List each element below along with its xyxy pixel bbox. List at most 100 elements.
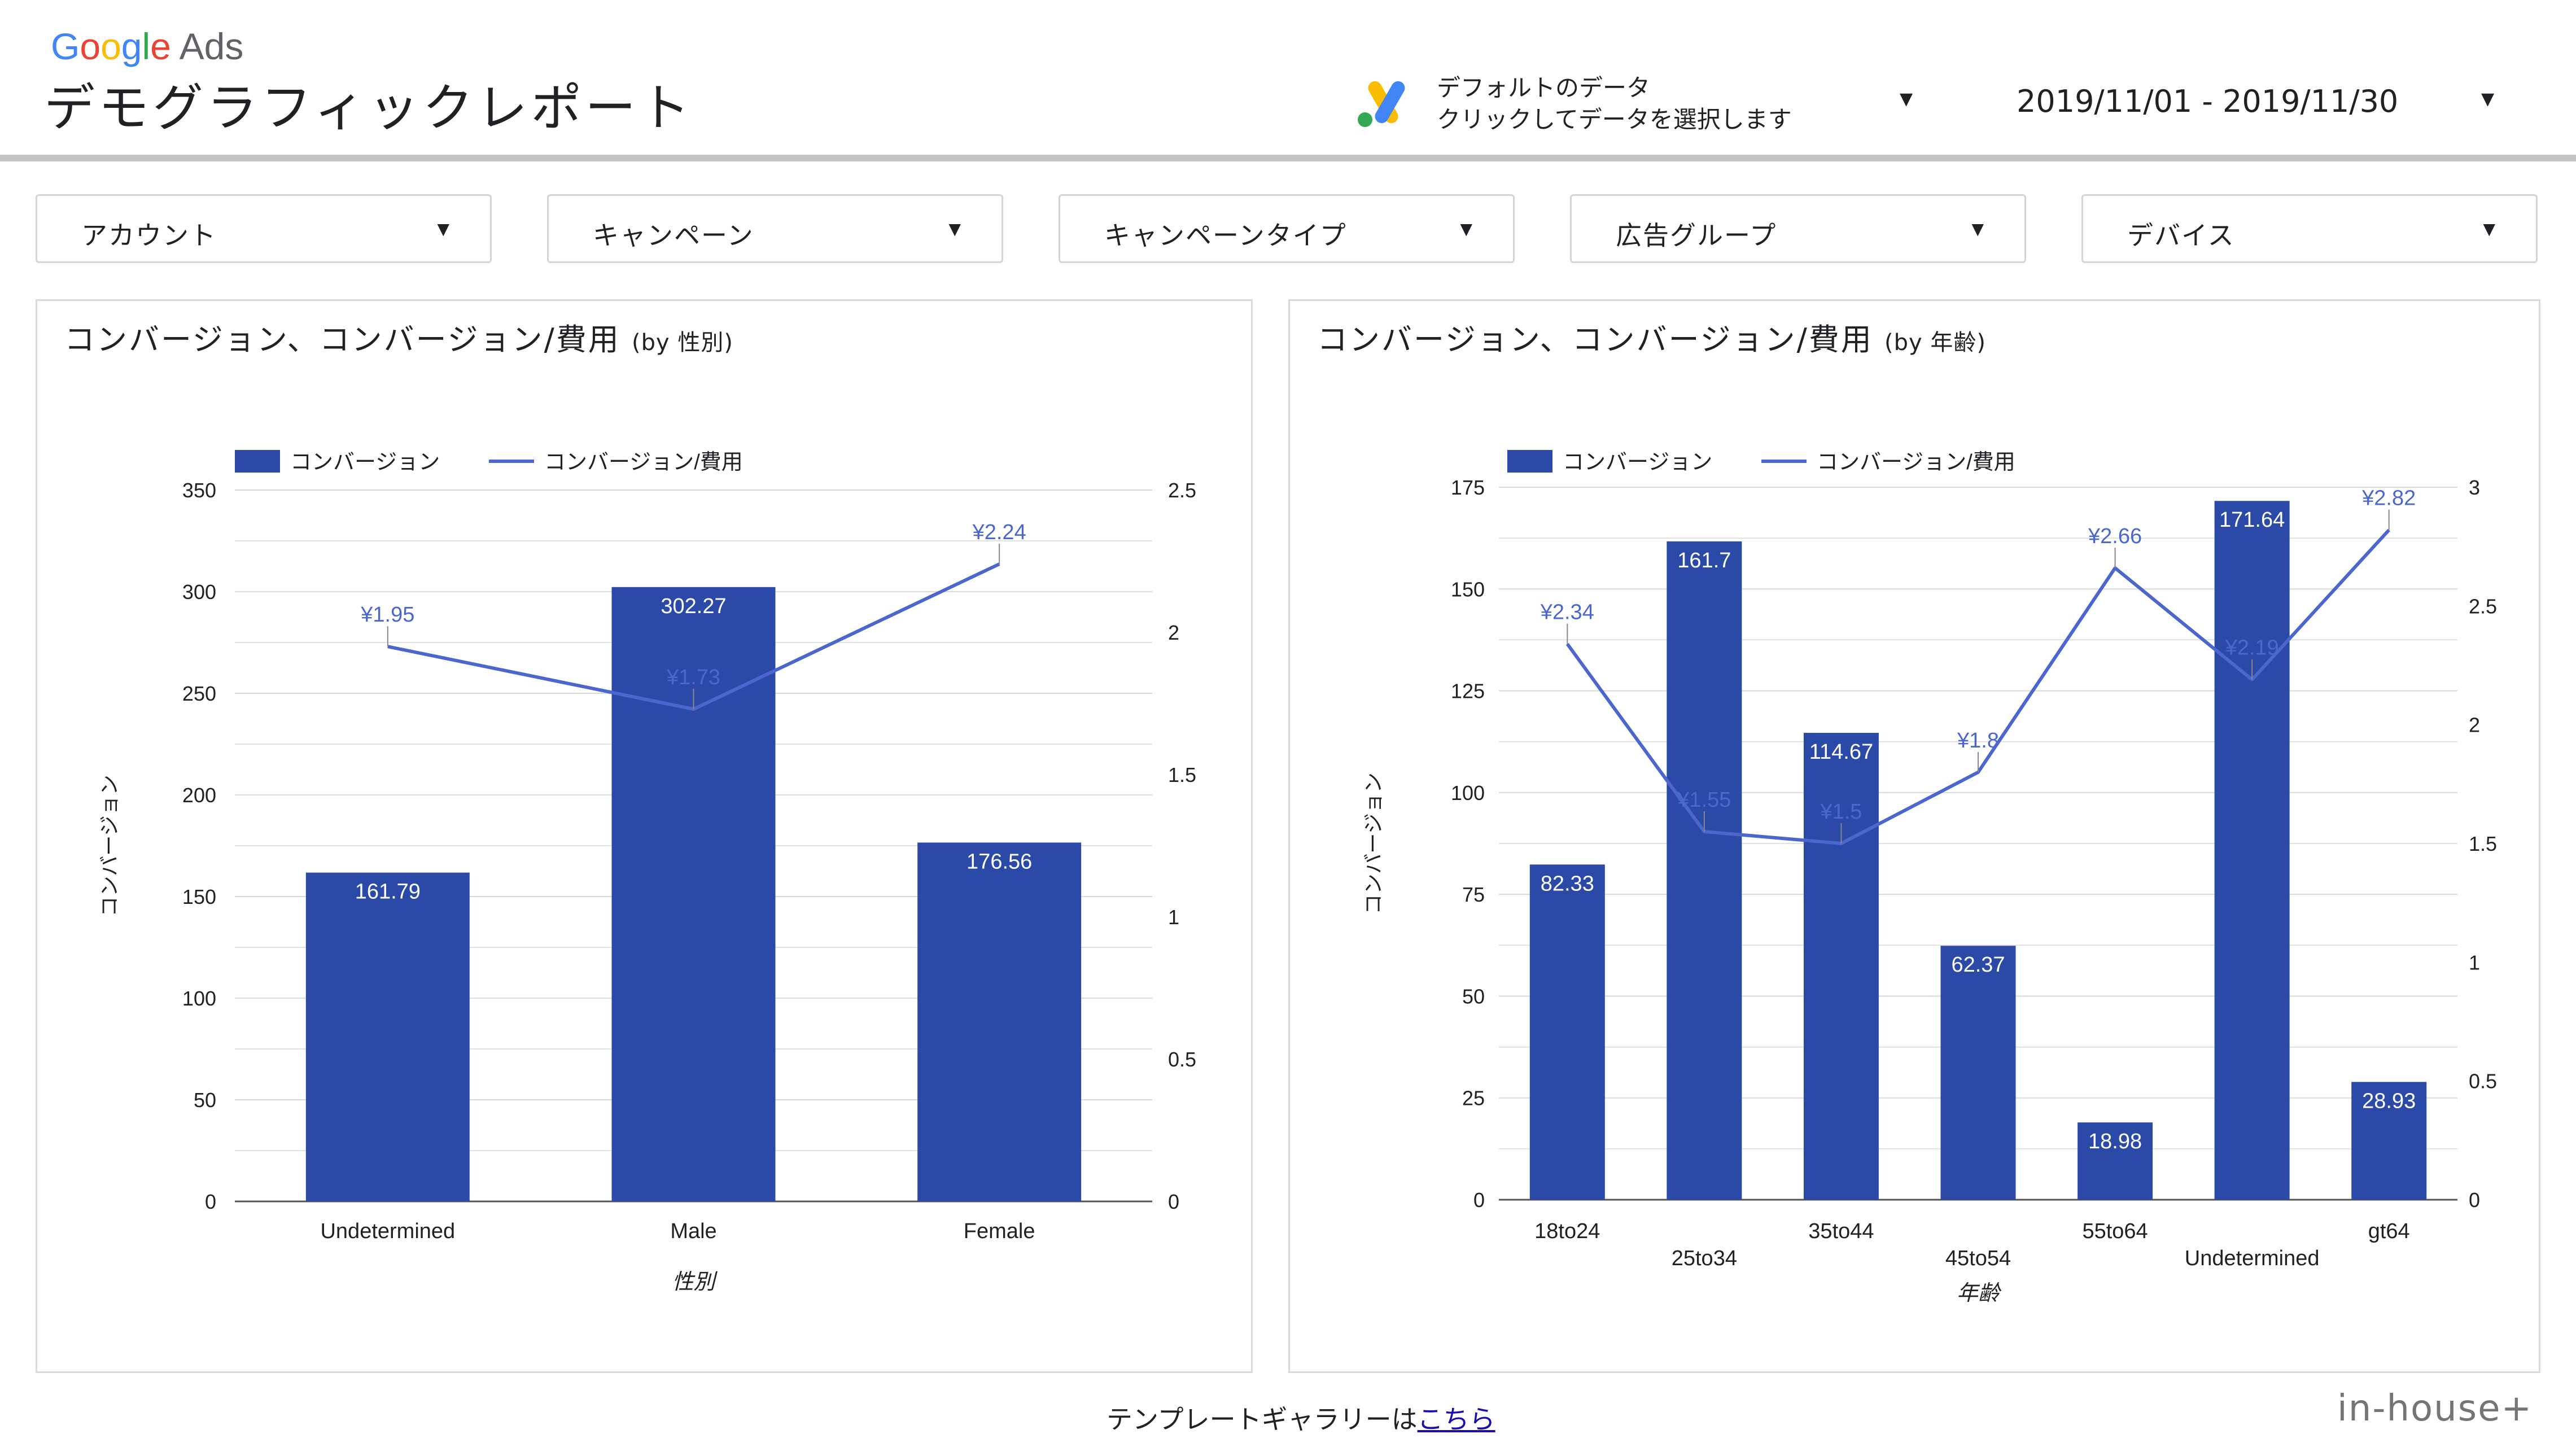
filter-label: キャンペーン: [593, 220, 754, 251]
x-tick-label: gt64: [2368, 1219, 2410, 1243]
bar-value-label: 28.93: [2362, 1089, 2416, 1113]
y2-tick-label: 1: [1168, 906, 1179, 929]
y2-tick-label: 2.5: [2469, 594, 2497, 618]
x-tick-label: 55to64: [2082, 1219, 2148, 1243]
bar: [2351, 1082, 2427, 1200]
chart-title: コンバージョン、コンバージョン/費用 (by 性別): [64, 314, 733, 359]
filter-ad-group[interactable]: 広告グループ ▼: [1570, 194, 2026, 263]
y-tick-label: 25: [1462, 1087, 1485, 1110]
y-tick-label: 75: [1462, 883, 1485, 906]
google-ads-logo: Google Ads: [51, 25, 243, 68]
y-tick-label: 350: [182, 479, 216, 502]
chart-title-dimension: (by 性別): [631, 330, 733, 356]
chart-panel-gender: コンバージョン、コンバージョン/費用 (by 性別) 0 50 100 150 200 2…: [36, 299, 1253, 1373]
bar: [2078, 1122, 2153, 1200]
y-axis-title: コンバージョン: [98, 775, 121, 916]
data-source-hint: クリックしてデータを選択します: [1437, 106, 1792, 133]
line-value-label: ¥2.82: [2361, 487, 2416, 510]
filter-label: アカウント: [81, 220, 217, 251]
chevron-down-icon: ▼: [1971, 220, 1984, 238]
line-value-label: ¥2.34: [1540, 601, 1594, 624]
x-tick-label: 45to54: [1945, 1247, 2011, 1270]
filter-label: キャンペーンタイプ: [1104, 220, 1347, 251]
y-tick-label: 100: [182, 987, 216, 1010]
bar: [1667, 541, 1742, 1200]
y2-tick-label: 0: [2469, 1188, 2480, 1212]
x-axis-title: 年齢: [1957, 1282, 2002, 1305]
filter-campaign[interactable]: キャンペーン ▼: [547, 194, 1003, 263]
chevron-down-icon: ▼: [1460, 220, 1472, 238]
line-value-label: ¥1.8: [1957, 729, 1999, 753]
google-ads-icon[interactable]: [1355, 78, 1411, 129]
bar-value-label: 302.27: [661, 594, 726, 618]
y-tick-label: 0: [1473, 1188, 1485, 1212]
x-tick-label: Undetermined: [320, 1219, 455, 1243]
x-tick-label: Male: [670, 1219, 716, 1243]
x-tick-label: 25to34: [1672, 1247, 1737, 1270]
filter-label: 広告グループ: [1616, 220, 1777, 251]
bar-value-label: 176.56: [966, 850, 1032, 873]
chart-title-dimension: (by 年齢): [1884, 330, 1986, 356]
legend-swatch-bar: [1507, 450, 1552, 473]
y-tick-label: 150: [1451, 578, 1485, 601]
y2-tick-label: 1.5: [2469, 832, 2497, 855]
chevron-down-icon[interactable]: ▼: [2481, 89, 2495, 109]
chevron-down-icon: ▼: [948, 220, 961, 238]
y2-tick-label: 0.5: [2469, 1070, 2497, 1093]
legend-label: コンバージョン: [1563, 451, 1712, 474]
x-axis-title: 性別: [672, 1270, 718, 1294]
ads-wordmark: Ads: [179, 25, 244, 67]
combo-chart-age: 0 25 50 75 100 125 150 175 0 0.5 1 1.5 2 2.5 3 コンバージョン年…: [1362, 450, 2497, 1305]
chart-title: コンバージョン、コンバージョン/費用 (by 年齢): [1317, 314, 1986, 359]
y2-tick-label: 0: [1168, 1190, 1179, 1213]
template-gallery-note: テンプレートギャラリーはこちら: [1107, 1399, 1495, 1436]
line-value-label: ¥1.73: [666, 666, 720, 689]
line-value-label: ¥2.19: [2225, 636, 2279, 660]
legend-label: コンバージョン/費用: [1817, 451, 2015, 474]
y-tick-label: 50: [1462, 985, 1485, 1008]
header-divider: [0, 155, 2576, 161]
line-value-label: ¥2.66: [2088, 524, 2142, 548]
date-range-picker[interactable]: 2019/11/01 - 2019/11/30: [2017, 84, 2399, 119]
bar: [1803, 733, 1879, 1200]
filter-account[interactable]: アカウント ▼: [36, 194, 492, 263]
chart-panel-age: コンバージョン、コンバージョン/費用 (by 年齢) 0 25 50 75 100 125…: [1288, 299, 2540, 1373]
bar: [1529, 864, 1605, 1200]
template-gallery-link[interactable]: こちら: [1417, 1404, 1495, 1435]
legend-label: コンバージョン: [290, 451, 440, 474]
bar-value-label: 161.7: [1677, 549, 1731, 572]
y2-tick-label: 1: [2469, 951, 2480, 974]
bar: [305, 872, 470, 1201]
x-tick-label: Female: [964, 1219, 1035, 1243]
filter-campaign-type[interactable]: キャンペーンタイプ ▼: [1059, 194, 1515, 263]
y2-tick-label: 1.5: [1168, 763, 1196, 786]
line-value-label: ¥1.95: [360, 603, 414, 627]
bar: [1940, 946, 2016, 1200]
chevron-down-icon[interactable]: ▼: [1900, 89, 1913, 109]
line-value-label: ¥1.55: [1677, 788, 1731, 812]
filter-device[interactable]: デバイス ▼: [2081, 194, 2538, 263]
x-tick-label: 35to44: [1808, 1219, 1874, 1243]
template-gallery-text: テンプレートギャラリーは: [1107, 1404, 1418, 1435]
chevron-down-icon: ▼: [437, 220, 449, 238]
y2-tick-label: 2: [1168, 621, 1179, 644]
y-tick-label: 125: [1451, 680, 1485, 703]
line-value-label: ¥1.5: [1820, 800, 1862, 824]
data-source-selector[interactable]: デフォルトのデータ クリックしてデータを選択します: [1437, 72, 1792, 135]
x-tick-label: Undetermined: [2185, 1247, 2320, 1270]
y-tick-label: 50: [194, 1088, 216, 1112]
y-tick-label: 175: [1451, 476, 1485, 499]
y2-tick-label: 2: [2469, 714, 2480, 737]
bar-value-label: 161.79: [355, 880, 421, 904]
y2-tick-label: 3: [2469, 476, 2480, 499]
page-title: デモグラフィックレポート: [44, 78, 694, 138]
bar-value-label: 82.33: [1541, 872, 1594, 895]
chart-title-main: コンバージョン、コンバージョン/費用: [1317, 322, 1873, 357]
report-header: Google Ads デモグラフィックレポート デフォルトのデータ クリックして…: [0, 0, 2576, 156]
bar-value-label: 62.37: [1951, 953, 2005, 977]
line-series: [387, 562, 1000, 711]
y-tick-label: 200: [182, 784, 216, 807]
y-tick-label: 150: [182, 885, 216, 908]
chart-title-main: コンバージョン、コンバージョン/費用: [64, 322, 620, 357]
filter-label: デバイス: [2127, 220, 2235, 251]
